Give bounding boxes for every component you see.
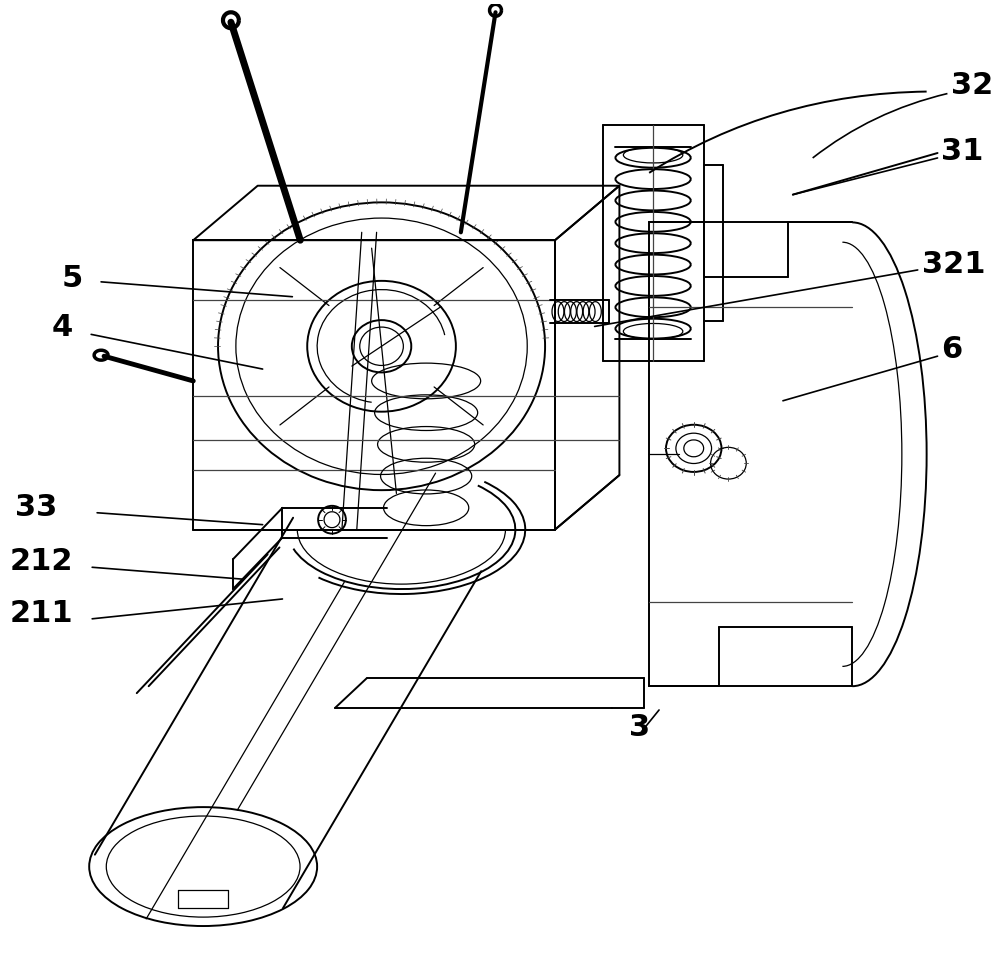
Text: 6: 6 [941, 335, 963, 364]
Text: 321: 321 [922, 249, 985, 278]
Text: 212: 212 [10, 547, 73, 576]
Text: 33: 33 [15, 493, 57, 523]
Text: 5: 5 [61, 265, 83, 294]
Text: 4: 4 [52, 313, 73, 342]
Text: 31: 31 [941, 136, 984, 165]
Text: 3: 3 [629, 713, 650, 742]
Text: 32: 32 [951, 71, 994, 100]
Text: 211: 211 [10, 599, 74, 629]
